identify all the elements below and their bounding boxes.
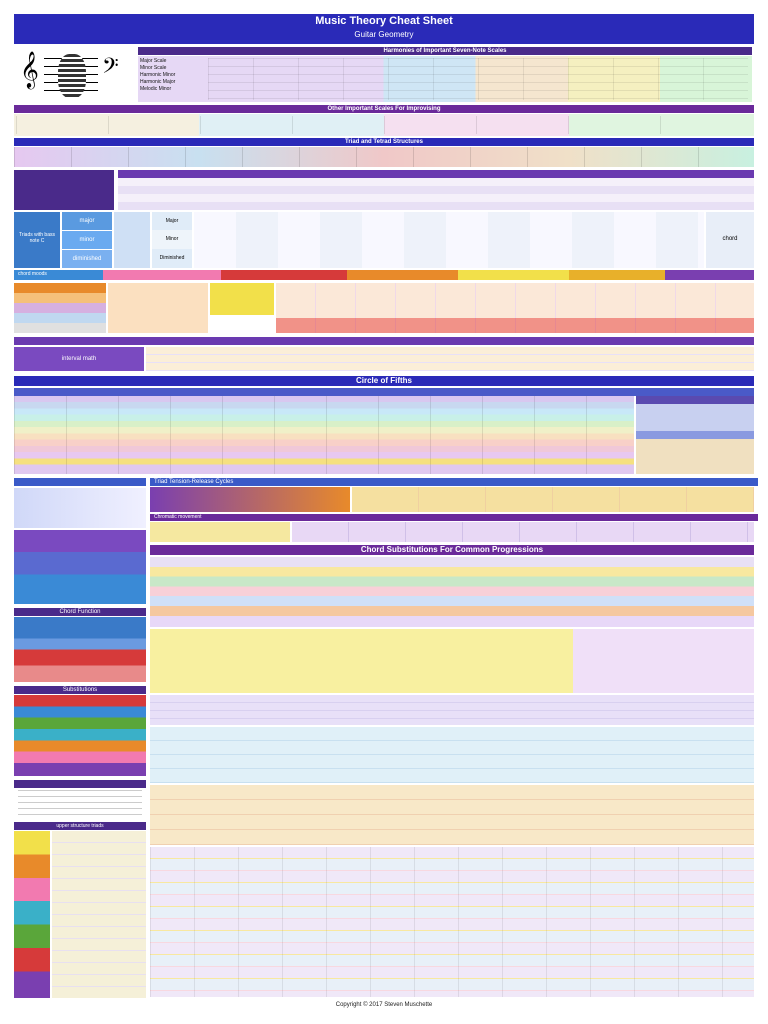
chromatic-grid: [292, 522, 754, 542]
triads-bass-c: Triads with bass note C major minor dimi…: [14, 212, 754, 268]
triads-group-label: Triads with bass note C: [14, 212, 60, 268]
chord-subs-rows-5: [150, 847, 754, 997]
upper-structure-rows: [52, 831, 146, 998]
triad-key-labels: [14, 170, 114, 210]
harmonies-header: Harmonies of Important Seven-Note Scales: [138, 47, 752, 55]
triads-group-text: Triads with bass note C: [19, 232, 55, 244]
other-scales-grid: [16, 116, 752, 134]
chord-subs-grid: [150, 847, 754, 997]
key-header-row: [118, 170, 754, 178]
chord-subs-table: [150, 557, 754, 997]
chord-subs-rows-4: [150, 785, 754, 845]
interval-math-rows: [146, 347, 754, 371]
chromatic-header: Chromatic movement: [150, 514, 758, 521]
left-panel-mid-body: [14, 530, 146, 604]
left-panel-body: [14, 488, 146, 528]
triad-quality-column: Major Minor Diminished: [152, 212, 192, 268]
chromatic-note-box: [150, 522, 290, 542]
chord-subs-rows-2: [150, 695, 754, 725]
chord-column-label: chord: [722, 236, 738, 242]
scale-name: Minor Scale: [140, 65, 167, 71]
scale-name: Major Scale: [140, 58, 167, 64]
triad-chord-column: chord: [706, 212, 754, 268]
circle-header: Circle of Fifths: [14, 376, 754, 386]
legend-notes-header: [14, 780, 146, 788]
interval-math-block: interval math: [14, 337, 754, 371]
scale-name: Melodic Minor: [140, 86, 172, 92]
substitutions-header: Substitutions: [14, 686, 146, 694]
triad-major-label: major: [62, 212, 112, 230]
interval-math-header: [14, 337, 754, 345]
chord-subs-title: Chord Substitutions For Common Progressi…: [360, 545, 544, 554]
left-panel-top: [14, 478, 146, 528]
circle-rows: [14, 396, 634, 474]
chord-subs-rows-1: [150, 557, 754, 627]
circle-of-fifths-table: [14, 388, 754, 474]
circle-title: Circle of Fifths: [355, 376, 412, 385]
triad-quality: Diminished: [152, 249, 192, 268]
treble-clef-icon: 𝄞: [20, 50, 39, 88]
chord-moods-label: chord moods: [18, 271, 47, 277]
scale-name: Harmonic Minor: [140, 72, 176, 78]
page-subtitle: Guitar Geometry: [354, 30, 414, 39]
tension-release-block: Triad Tension-Release Cycles: [150, 478, 758, 512]
other-scales-header: Other Important Scales For Improvising: [14, 105, 754, 113]
left-panel-header: [14, 478, 146, 486]
chord-function-panel: Chord Function: [14, 608, 146, 682]
scale-name-column: Major Scale Minor Scale Harmonic Minor H…: [140, 58, 200, 93]
intervals-note-column: [108, 283, 208, 333]
triad-note-rows: [118, 178, 754, 210]
bass-clef-icon: 𝄢: [102, 54, 119, 84]
triad-minor-label: minor: [62, 231, 112, 249]
triad-tetrad-title: Triad and Tetrad Structures: [345, 139, 423, 145]
left-panel-mid: [14, 530, 146, 604]
interval-math-label: interval math: [14, 347, 144, 371]
title-banner: Music Theory Cheat Sheet Guitar Geometry: [14, 14, 754, 44]
chord-function-body: [14, 617, 146, 682]
triad-quality: Major: [152, 212, 192, 230]
copyright: Copyright © 2017 Steven Muschette: [335, 1002, 433, 1008]
triad-tetrad-header: Triad and Tetrad Structures: [14, 138, 754, 146]
clef-staff-graphic: 𝄞 𝄢: [18, 48, 136, 104]
triad-key-table: [14, 170, 754, 210]
triad-interval-column: [114, 212, 150, 268]
upper-structure-panel: upper structure triads: [14, 822, 146, 998]
harmonies-title: Harmonies of Important Seven-Note Scales: [383, 48, 507, 54]
harmonies-grid: [208, 58, 748, 100]
triad-chord-grid: [194, 212, 704, 268]
triad-tetrad-strip: [14, 147, 754, 167]
triad-diminished-label: diminished: [62, 250, 112, 268]
chromatic-block: Chromatic movement: [150, 514, 758, 542]
chord-moods-bar: chord moods: [14, 270, 754, 280]
triad-quality: Minor: [152, 230, 192, 249]
chord-subs-rows-3: [150, 727, 754, 783]
intervals-label-column: [14, 283, 106, 333]
intervals-yellow-block: [210, 283, 274, 315]
tension-release-gradient: [150, 487, 350, 512]
tension-release-header: Triad Tension-Release Cycles: [150, 478, 758, 486]
circle-column-header: [14, 388, 754, 396]
upper-structure-chord-column: [14, 831, 50, 998]
substitutions-body: [14, 695, 146, 776]
upper-structure-header: upper structure triads: [14, 822, 146, 830]
triad-tetrad-grid: [14, 147, 754, 167]
staff-notes-graphic: [58, 54, 86, 98]
chord-function-header: Chord Function: [14, 608, 146, 616]
scale-name: Harmonic Major: [140, 79, 176, 85]
legend-notes-panel: [14, 780, 146, 820]
substitutions-panel: Substitutions: [14, 686, 146, 776]
chord-subs-yellow-block: [150, 629, 754, 693]
harmonies-table: Major Scale Minor Scale Harmonic Minor H…: [138, 56, 752, 102]
chord-subs-header: Chord Substitutions For Common Progressi…: [150, 545, 754, 555]
tension-release-grid: [352, 487, 754, 512]
other-scales-table: [14, 114, 754, 136]
intervals-table: [14, 283, 754, 333]
other-scales-title: Other Important Scales For Improvising: [327, 106, 441, 112]
circle-right-legend: [636, 396, 754, 474]
legend-notes-lines: [18, 790, 142, 820]
circle-grid: [14, 396, 634, 474]
page-title: Music Theory Cheat Sheet: [315, 15, 453, 27]
intervals-grid: [276, 283, 754, 333]
